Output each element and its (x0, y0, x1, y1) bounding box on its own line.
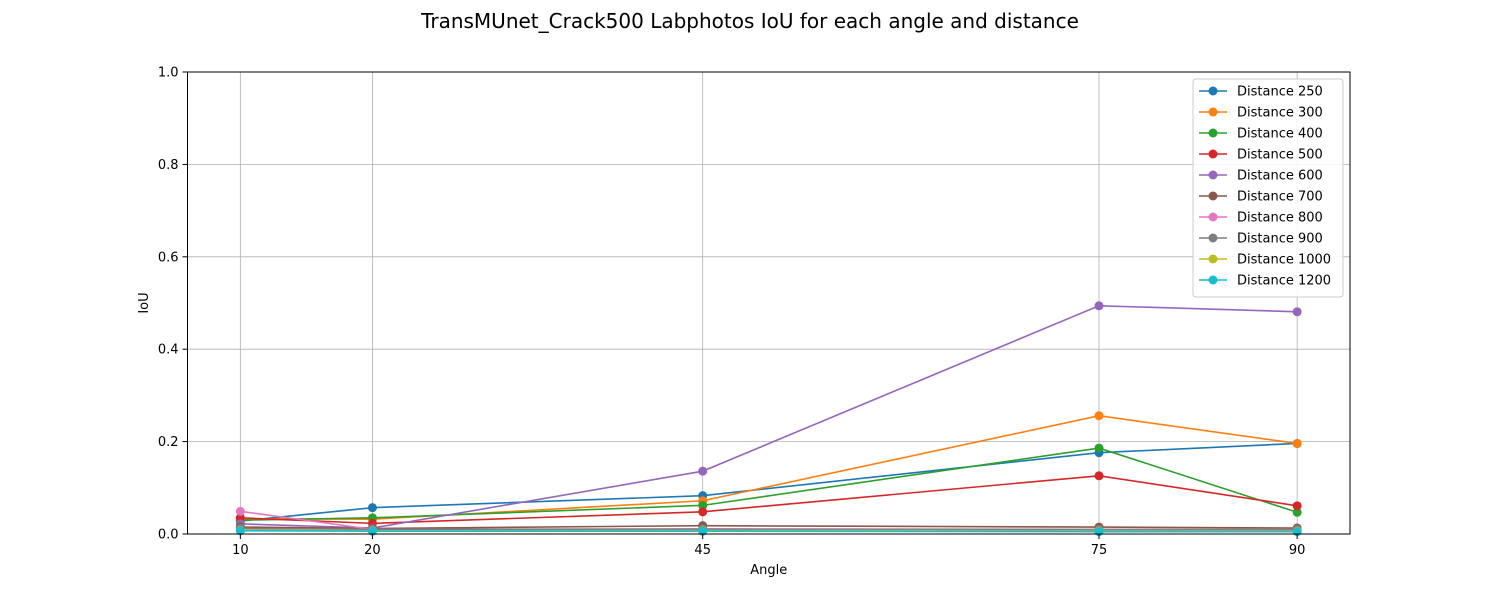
legend-swatch-marker (1208, 86, 1218, 96)
y-axis-ticks: 0.0 0.2 0.4 0.6 0.8 1.0 (158, 66, 188, 543)
data-point (235, 506, 245, 516)
series-lines (240, 304, 1298, 533)
series-line (240, 527, 1298, 531)
chart-title: TransMUnet_Crack500 Labphotos IoU for ea… (420, 9, 1079, 33)
legend-swatch-marker (1208, 212, 1218, 222)
grid (187, 71, 1350, 535)
legend-entry: Distance 300 (1237, 106, 1323, 121)
legend-swatch-marker (1208, 254, 1218, 264)
data-point (1094, 443, 1104, 453)
data-point (1292, 507, 1302, 517)
x-tick-label: 90 (1289, 543, 1306, 558)
legend-entry: Distance 400 (1237, 127, 1323, 142)
x-tick-label: 45 (694, 543, 711, 558)
y-tick-label: 0.2 (158, 435, 179, 450)
data-point (1292, 501, 1302, 511)
legend: Distance 250 Distance 300 Distance 400 Dist… (1192, 78, 1344, 298)
y-axis-label: IoU (137, 292, 152, 313)
plot-frame (187, 71, 1351, 535)
x-axis-label: Angle (750, 563, 787, 578)
x-tick-label: 10 (232, 543, 249, 558)
x-tick-label: 20 (364, 543, 381, 558)
data-point (1094, 471, 1104, 481)
legend-entry: Distance 1000 (1237, 253, 1331, 268)
series-line (240, 304, 1298, 529)
data-point (367, 526, 377, 536)
y-tick-label: 0.0 (158, 528, 179, 543)
data-point (367, 503, 377, 513)
data-point (1094, 301, 1104, 311)
data-point (235, 526, 245, 536)
data-point (1292, 307, 1302, 317)
y-tick-label: 0.8 (158, 158, 179, 173)
legend-swatch-marker (1208, 233, 1218, 243)
legend-frame (1192, 78, 1344, 298)
legend-swatch-marker (1208, 128, 1218, 138)
series-points (235, 301, 1302, 537)
legend-swatch-marker (1208, 107, 1218, 117)
legend-swatch-marker (1208, 170, 1218, 180)
series-line (240, 524, 1298, 530)
y-tick-label: 0.4 (158, 343, 179, 358)
legend-entry: Distance 800 (1237, 211, 1323, 226)
legend-entry: Distance 900 (1237, 232, 1323, 247)
legend-swatch-marker (1208, 149, 1218, 159)
data-point (698, 466, 708, 476)
series-line (240, 529, 1298, 533)
legend-entry: Distance 500 (1237, 148, 1323, 163)
data-point (698, 507, 708, 517)
x-tick-label: 75 (1091, 543, 1108, 558)
legend-entry: Distance 600 (1237, 169, 1323, 184)
data-point (1292, 438, 1302, 448)
x-axis-ticks: 10 20 45 75 90 (232, 534, 1305, 558)
series-line (240, 414, 1298, 521)
series-line (240, 447, 1298, 521)
legend-entry: Distance 700 (1237, 190, 1323, 205)
data-point (698, 500, 708, 510)
data-point (698, 526, 708, 536)
data-point (1094, 411, 1104, 421)
legend-entry: Distance 1200 (1237, 274, 1331, 289)
legend-entry: Distance 250 (1237, 85, 1323, 100)
legend-swatch-marker (1208, 191, 1218, 201)
y-tick-label: 0.6 (158, 250, 179, 265)
y-tick-label: 1.0 (158, 66, 179, 81)
legend-swatch-marker (1208, 275, 1218, 285)
